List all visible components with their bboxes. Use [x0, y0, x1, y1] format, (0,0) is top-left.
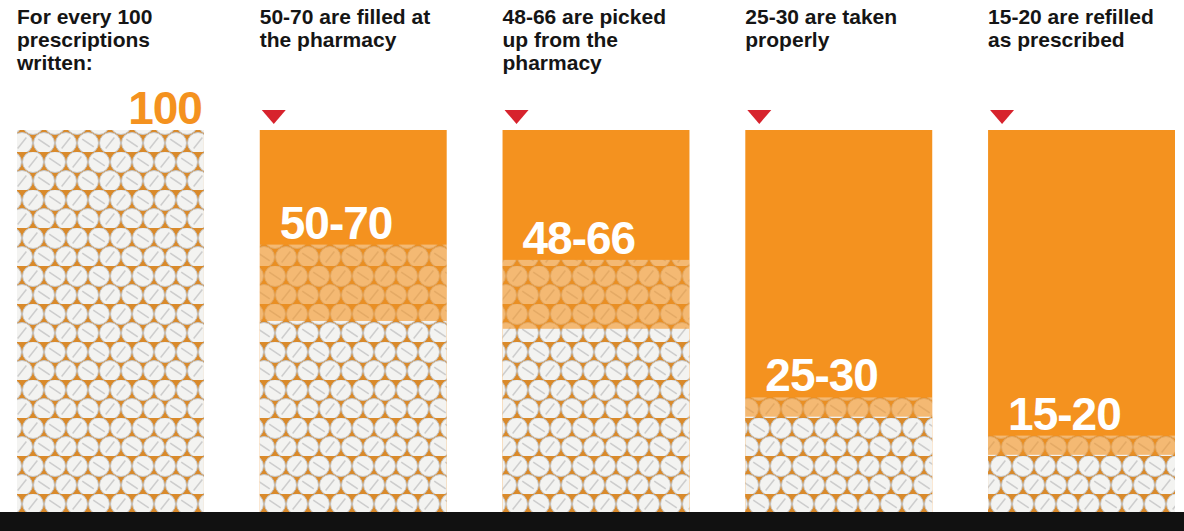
pill-fill: [988, 455, 1175, 512]
range-band: [503, 260, 690, 329]
header-line: 48-66 are picked: [503, 5, 666, 28]
pill-fill: [745, 417, 932, 513]
pill-fill: [260, 321, 447, 512]
column-background: [260, 130, 447, 512]
header-line: pharmacy: [503, 51, 603, 74]
column-background: [503, 130, 690, 512]
header-line: up from the: [503, 28, 618, 51]
bars: [17, 130, 1175, 512]
marker-triangle: [262, 110, 286, 124]
range-band: [260, 245, 447, 321]
column-background: [745, 130, 932, 512]
marker-triangle: [505, 110, 529, 124]
column-header: For every 100prescriptionswritten:: [16, 5, 152, 74]
column-header: 15-20 are refilledas prescribed: [988, 5, 1154, 51]
value-label: 15-20: [1008, 388, 1121, 440]
base-strip: [0, 512, 1184, 531]
header-line: written:: [16, 51, 93, 74]
value-label: 100: [128, 82, 202, 134]
column-background: [988, 130, 1175, 512]
header-line: the pharmacy: [260, 28, 397, 51]
column-header: 48-66 are pickedup from thepharmacy: [503, 5, 666, 74]
pill-fill: [17, 130, 204, 512]
column-background: [17, 130, 204, 512]
header-line: properly: [745, 28, 829, 51]
marker-triangle: [990, 110, 1014, 124]
marker-triangle: [747, 110, 771, 124]
header-line: as prescribed: [988, 28, 1125, 51]
value-label: 25-30: [765, 349, 878, 401]
value-label: 48-66: [523, 212, 636, 264]
header-line: For every 100: [17, 5, 152, 28]
column-header: 50-70 are filled atthe pharmacy: [260, 5, 430, 51]
header-line: 50-70 are filled at: [260, 5, 430, 28]
header-line: 25-30 are taken: [745, 5, 897, 28]
header-line: prescriptions: [17, 28, 150, 51]
value-label: 50-70: [280, 197, 393, 249]
header-line: 15-20 are refilled: [988, 5, 1154, 28]
pill-fill: [503, 329, 690, 512]
column-header: 25-30 are takenproperly: [745, 5, 897, 51]
chart: For every 100prescriptionswritten: 50-70 …: [0, 0, 1184, 531]
